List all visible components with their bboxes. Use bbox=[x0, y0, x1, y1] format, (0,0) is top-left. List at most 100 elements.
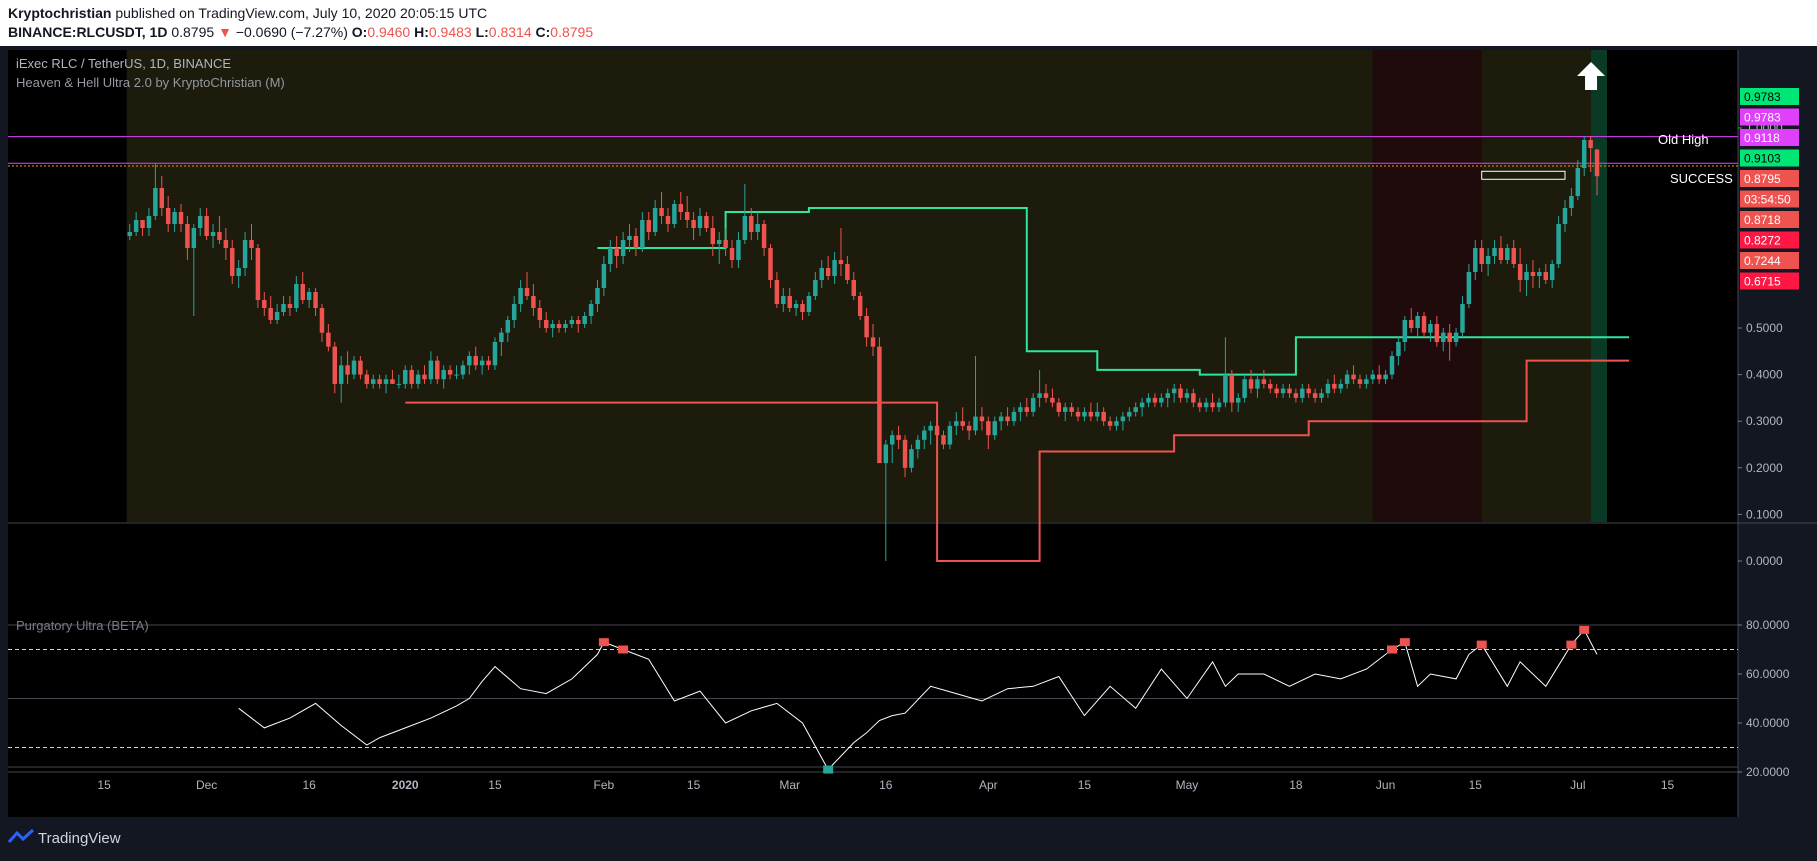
candle[interactable] bbox=[941, 430, 946, 450]
candle[interactable] bbox=[1556, 216, 1561, 268]
candle[interactable] bbox=[569, 316, 575, 328]
candle[interactable] bbox=[1434, 316, 1440, 347]
candle[interactable] bbox=[1441, 328, 1446, 352]
candle[interactable] bbox=[960, 407, 965, 431]
candle[interactable] bbox=[793, 300, 799, 316]
candle[interactable] bbox=[383, 374, 389, 394]
candle[interactable] bbox=[1280, 383, 1286, 398]
candle[interactable] bbox=[1383, 369, 1388, 384]
candle[interactable] bbox=[1114, 416, 1119, 431]
candle[interactable] bbox=[217, 216, 222, 244]
candle[interactable] bbox=[979, 407, 985, 431]
candle[interactable] bbox=[915, 435, 921, 459]
candle[interactable] bbox=[633, 228, 639, 256]
chart-area[interactable]: 1.00000.50000.40000.30000.20000.10000.00… bbox=[0, 46, 1817, 818]
candle[interactable] bbox=[236, 260, 241, 288]
candle[interactable] bbox=[1511, 240, 1516, 268]
candle[interactable] bbox=[1088, 402, 1094, 422]
candle[interactable] bbox=[1325, 379, 1331, 398]
candle[interactable] bbox=[704, 212, 709, 232]
candle[interactable] bbox=[447, 365, 453, 380]
candle[interactable] bbox=[761, 220, 767, 256]
candle[interactable] bbox=[1537, 268, 1542, 288]
candle[interactable] bbox=[896, 425, 901, 450]
candle[interactable] bbox=[524, 272, 530, 300]
candle[interactable] bbox=[133, 212, 139, 236]
candle[interactable] bbox=[319, 304, 325, 342]
candle[interactable] bbox=[127, 224, 132, 240]
candle[interactable] bbox=[563, 320, 568, 333]
candle[interactable] bbox=[1261, 369, 1267, 389]
candle[interactable] bbox=[973, 355, 978, 436]
candle[interactable] bbox=[1473, 240, 1478, 280]
candle[interactable] bbox=[1274, 383, 1279, 398]
candle[interactable] bbox=[986, 416, 991, 450]
candle[interactable] bbox=[947, 421, 953, 450]
candle[interactable] bbox=[1530, 260, 1536, 288]
candle[interactable] bbox=[370, 374, 376, 389]
candle[interactable] bbox=[165, 196, 171, 232]
candle[interactable] bbox=[1293, 388, 1299, 403]
candle[interactable] bbox=[146, 208, 152, 236]
candle[interactable] bbox=[838, 228, 844, 276]
candle[interactable] bbox=[966, 421, 972, 440]
candle[interactable] bbox=[1370, 369, 1376, 384]
candle[interactable] bbox=[1146, 393, 1151, 408]
candle[interactable] bbox=[742, 184, 748, 244]
candle[interactable] bbox=[294, 276, 299, 312]
candle[interactable] bbox=[1171, 383, 1177, 403]
candle[interactable] bbox=[1421, 312, 1427, 338]
candle[interactable] bbox=[716, 232, 722, 264]
candle[interactable] bbox=[223, 228, 229, 260]
candle[interactable] bbox=[652, 200, 658, 236]
candle[interactable] bbox=[1120, 411, 1126, 431]
candle[interactable] bbox=[1453, 328, 1459, 347]
candle[interactable] bbox=[928, 421, 933, 445]
candle[interactable] bbox=[499, 328, 504, 356]
candle[interactable] bbox=[1203, 397, 1209, 412]
candle[interactable] bbox=[1319, 388, 1324, 403]
candle[interactable] bbox=[1223, 337, 1228, 408]
candle[interactable] bbox=[588, 300, 594, 324]
candle[interactable] bbox=[697, 208, 703, 236]
indicator-layer[interactable] bbox=[8, 624, 1738, 774]
candle[interactable] bbox=[1191, 388, 1196, 408]
candle[interactable] bbox=[204, 208, 209, 240]
candle[interactable] bbox=[1210, 393, 1215, 412]
candle[interactable] bbox=[1460, 296, 1465, 338]
candle[interactable] bbox=[1408, 308, 1414, 333]
candle[interactable] bbox=[1389, 351, 1395, 380]
candle[interactable] bbox=[800, 300, 805, 320]
candle[interactable] bbox=[197, 208, 203, 236]
candle[interactable] bbox=[1300, 383, 1305, 403]
candle[interactable] bbox=[1069, 402, 1074, 417]
candle[interactable] bbox=[640, 212, 645, 252]
candle[interactable] bbox=[531, 284, 536, 316]
candle[interactable] bbox=[1351, 365, 1356, 384]
candle[interactable] bbox=[864, 308, 869, 347]
candle[interactable] bbox=[1524, 264, 1529, 296]
candle[interactable] bbox=[1024, 397, 1030, 417]
candle[interactable] bbox=[1139, 397, 1145, 417]
candle[interactable] bbox=[1107, 416, 1113, 431]
candle[interactable] bbox=[627, 224, 632, 252]
candle[interactable] bbox=[1428, 320, 1433, 342]
candle[interactable] bbox=[511, 296, 517, 328]
candle[interactable] bbox=[1517, 248, 1523, 292]
candle[interactable] bbox=[473, 346, 478, 370]
candle[interactable] bbox=[358, 355, 363, 380]
candle[interactable] bbox=[1030, 393, 1036, 417]
candle[interactable] bbox=[287, 296, 293, 316]
candle[interactable] bbox=[889, 430, 895, 464]
candle[interactable] bbox=[665, 208, 671, 232]
candle[interactable] bbox=[1492, 240, 1497, 264]
candle[interactable] bbox=[1178, 383, 1183, 403]
candle[interactable] bbox=[614, 236, 619, 268]
candle[interactable] bbox=[781, 288, 786, 312]
candle[interactable] bbox=[1569, 188, 1574, 216]
candle[interactable] bbox=[1505, 244, 1510, 264]
candle[interactable] bbox=[672, 200, 677, 228]
candle[interactable] bbox=[832, 252, 837, 284]
candle[interactable] bbox=[1466, 264, 1472, 308]
indicator-line[interactable] bbox=[238, 629, 1598, 771]
